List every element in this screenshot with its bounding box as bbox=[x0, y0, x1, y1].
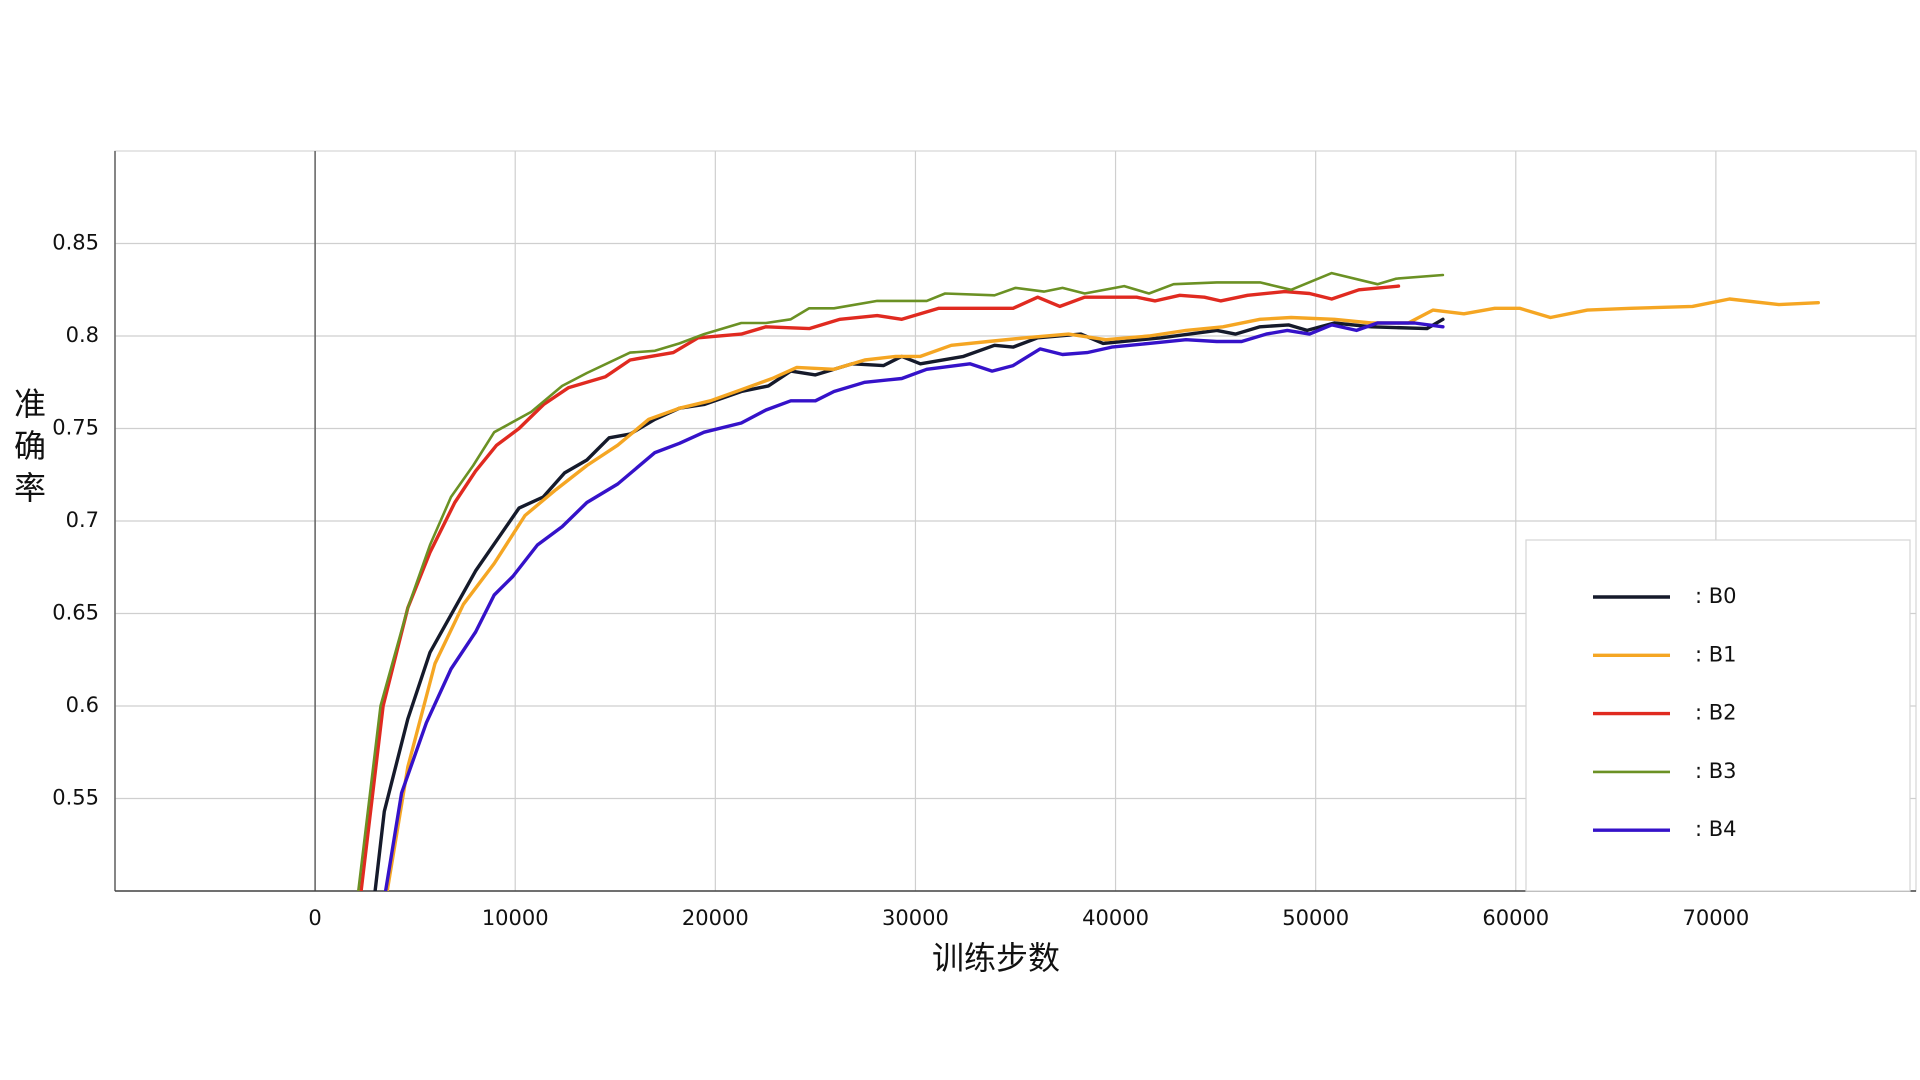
series-line bbox=[383, 321, 1445, 891]
x-tick-label: 30000 bbox=[882, 906, 949, 930]
x-tick-label: 10000 bbox=[482, 906, 549, 930]
y-tick-label: 0.6 bbox=[66, 693, 99, 717]
x-tick-label: 20000 bbox=[682, 906, 749, 930]
y-tick-label: 0.7 bbox=[66, 508, 99, 532]
x-tick-label: 40000 bbox=[1082, 906, 1149, 930]
x-axis-title: 训练步数 bbox=[932, 939, 1060, 977]
y-tick-label: 0.55 bbox=[52, 786, 99, 810]
y-tick-label: 0.8 bbox=[66, 323, 99, 347]
y-tick-label: 0.65 bbox=[52, 601, 99, 625]
legend-label: : B2 bbox=[1695, 701, 1737, 725]
x-tick-label: 0 bbox=[308, 906, 321, 930]
legend-label: : B0 bbox=[1695, 584, 1737, 608]
legend-label: : B4 bbox=[1695, 817, 1737, 841]
legend-box bbox=[1525, 539, 1911, 892]
x-tick-label: 70000 bbox=[1682, 906, 1749, 930]
x-tick-label: 60000 bbox=[1482, 906, 1549, 930]
series-line bbox=[357, 271, 1445, 891]
series-line bbox=[359, 284, 1401, 891]
series-line bbox=[373, 317, 1445, 891]
y-tick-label: 0.75 bbox=[52, 416, 99, 440]
legend-label: : B1 bbox=[1695, 642, 1737, 666]
y-tick-label: 0.85 bbox=[52, 231, 99, 255]
legend-label: : B3 bbox=[1695, 759, 1737, 783]
series-line bbox=[385, 297, 1820, 891]
x-tick-label: 50000 bbox=[1282, 906, 1349, 930]
legend: : B0 : B1 : B2 : B3 : B4 bbox=[1525, 539, 1911, 892]
y-axis-title: 准确率 bbox=[9, 387, 47, 513]
